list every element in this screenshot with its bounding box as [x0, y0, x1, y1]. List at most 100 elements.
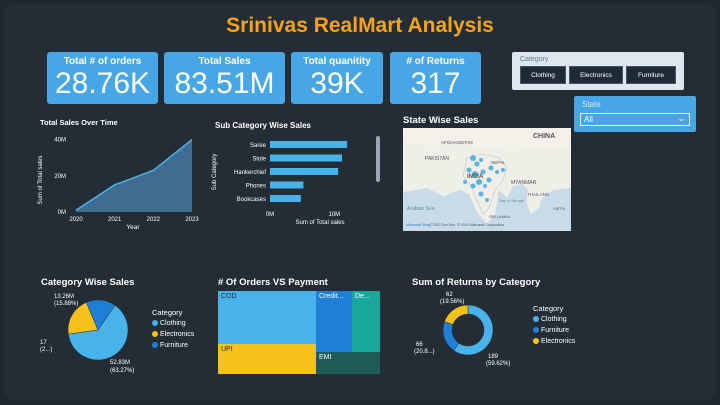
kpi-total-orders[interactable]: Total # of orders 28.76K	[47, 52, 158, 104]
legend-item[interactable]: Clothing	[533, 316, 575, 323]
x-tick-label: 10M	[328, 212, 340, 218]
treemap-cell-credit[interactable]: Credit...	[316, 291, 352, 352]
y-tick-label: 40M	[54, 138, 66, 144]
legend-label: Electronics	[160, 331, 195, 338]
legend-title: Category	[533, 304, 564, 313]
pie-slice-electronics[interactable]	[67, 302, 99, 335]
donut-label-furniture-pct: (20.8...)	[414, 349, 435, 355]
kpi-label: Total Sales	[198, 56, 251, 67]
kpi-total-quantity[interactable]: Total quanitity 39K	[291, 52, 383, 104]
slicer-label: Category	[520, 56, 549, 63]
bar[interactable]	[270, 195, 301, 202]
orders-payment-treemap[interactable]: COD UPI Credit... EMI De...	[218, 291, 380, 374]
legend-label: Clothing	[541, 316, 567, 323]
land-shape-north	[403, 128, 571, 150]
legend-dot	[533, 316, 539, 322]
bar-category-label: Phones	[246, 184, 266, 190]
map-label: CHINA	[533, 133, 555, 140]
bar[interactable]	[270, 141, 348, 148]
returns-title: Sum of Returns by Category	[412, 277, 541, 288]
y-axis-label: Sub Category	[212, 154, 218, 191]
bar[interactable]	[270, 168, 339, 175]
returns-donut[interactable]: 62 (19.56%) 66 (20.8...) 189 (59.62%)	[410, 288, 528, 376]
legend-item[interactable]: Furniture	[533, 327, 575, 334]
slicer-label: State	[582, 100, 601, 109]
legend-item[interactable]: Electronics	[152, 331, 194, 338]
pie-label-furniture: 13.26M	[54, 294, 74, 300]
kpi-label: # of Returns	[406, 56, 465, 67]
subcategory-chart[interactable]: Sub Category Saree Stole Hankerchief Phones…	[210, 132, 385, 232]
donut-slice-furniture[interactable]	[442, 321, 460, 351]
series-line	[75, 139, 193, 211]
land-shape-se	[527, 186, 543, 214]
orders-payment-title: # Of Orders VS Payment	[218, 277, 328, 288]
x-tick-label: 2021	[108, 217, 122, 223]
map-label: NEPAL	[491, 160, 506, 165]
area-fill	[76, 139, 192, 212]
donut-slice-electronics[interactable]	[444, 304, 469, 325]
state-map-title: State Wise Sales	[403, 115, 479, 126]
map-label: INDIA	[467, 174, 484, 180]
category-slicer: Category Clothing Electronics Furniture	[512, 52, 684, 90]
subcategory-title: Sub Category Wise Sales	[215, 121, 311, 130]
map-label: THAILAND	[527, 192, 550, 197]
slicer-option-furniture[interactable]: Furniture	[626, 66, 676, 84]
legend-dot	[152, 320, 158, 326]
treemap-cell-upi[interactable]: UPI	[218, 344, 316, 374]
map-label: Arabian Sea	[407, 206, 435, 212]
pie-label-clothing: 52.83M	[110, 360, 130, 366]
map-label: Bay of Bengal	[499, 198, 524, 203]
slicer-option-clothing[interactable]: Clothing	[520, 66, 566, 84]
category-sales-title: Category Wise Sales	[41, 277, 135, 288]
y-tick-label: 20M	[54, 174, 66, 180]
bar-category-label: Hankerchief	[234, 170, 266, 176]
bar-category-label: Stole	[252, 157, 266, 163]
slicer-option-electronics[interactable]: Electronics	[569, 66, 623, 84]
kpi-value: 83.51M	[174, 67, 275, 100]
map-label: PAKISTAN	[425, 156, 449, 162]
kpi-returns[interactable]: # of Returns 317	[390, 52, 481, 104]
map-label: AFGHANISTAN	[441, 140, 473, 145]
pie-slice-furniture[interactable]	[86, 299, 116, 331]
legend-item[interactable]: Electronics	[533, 338, 575, 345]
donut-label-electronics-pct: (19.56%)	[440, 299, 464, 305]
kpi-total-sales[interactable]: Total Sales 83.51M	[164, 52, 285, 104]
category-sales-pie[interactable]: 13.26M (15.88%) 17 (2...) 52.83M (63.27%…	[34, 288, 152, 378]
treemap-cell-cod[interactable]: COD	[218, 291, 316, 344]
x-tick-label: 2022	[147, 217, 161, 223]
bar[interactable]	[270, 154, 342, 162]
scrollbar-thumb[interactable]	[376, 136, 380, 182]
x-axis-label: Sum of Total sales	[296, 220, 345, 226]
donut-label-clothing-pct: (59.62%)	[486, 361, 510, 367]
x-axis-label: Year	[126, 224, 140, 231]
legend-item[interactable]: Furniture	[152, 342, 194, 349]
kpi-value: 317	[410, 67, 461, 100]
donut-label-clothing: 189	[488, 354, 499, 360]
page-title: Srinivas RealMart Analysis	[226, 14, 494, 37]
kpi-label: Total quanitity	[303, 56, 371, 67]
map-label: VIETN	[553, 206, 565, 211]
treemap-cell-emi[interactable]: EMI	[316, 352, 380, 374]
donut-label-furniture: 66	[416, 342, 423, 348]
legend-dot	[533, 327, 539, 333]
treemap-cell-debit[interactable]: De...	[352, 291, 380, 352]
x-tick-label: 2020	[69, 217, 83, 223]
bar[interactable]	[270, 181, 304, 189]
chevron-down-icon: ⌄	[677, 113, 685, 123]
legend-label: Clothing	[160, 320, 186, 327]
donut-slice-clothing[interactable]	[453, 304, 494, 356]
state-map[interactable]: CHINA AFGHANISTAN PAKISTAN NEPAL INDIA M…	[403, 128, 571, 231]
legend-label: Electronics	[541, 338, 576, 345]
legend-item[interactable]: Clothing	[152, 320, 194, 327]
pie-slice-clothing[interactable]	[67, 304, 129, 361]
sales-over-time-chart[interactable]: Sum of Total sales 0M 20M 40M 2020 2021 2022…	[36, 128, 204, 232]
state-dropdown-value: All	[584, 115, 593, 124]
legend-label: Furniture	[541, 327, 570, 334]
pie-label-electronics-pct: (2...)	[40, 347, 52, 353]
state-dropdown[interactable]: All ⌄	[580, 113, 690, 126]
y-axis-label: Sum of Total sales	[38, 156, 44, 205]
category-sales-legend: Category Clothing Electronics Furniture	[152, 308, 194, 353]
legend-dot	[152, 342, 158, 348]
kpi-label: Total # of orders	[63, 56, 142, 67]
x-tick-label: 0M	[266, 212, 274, 218]
